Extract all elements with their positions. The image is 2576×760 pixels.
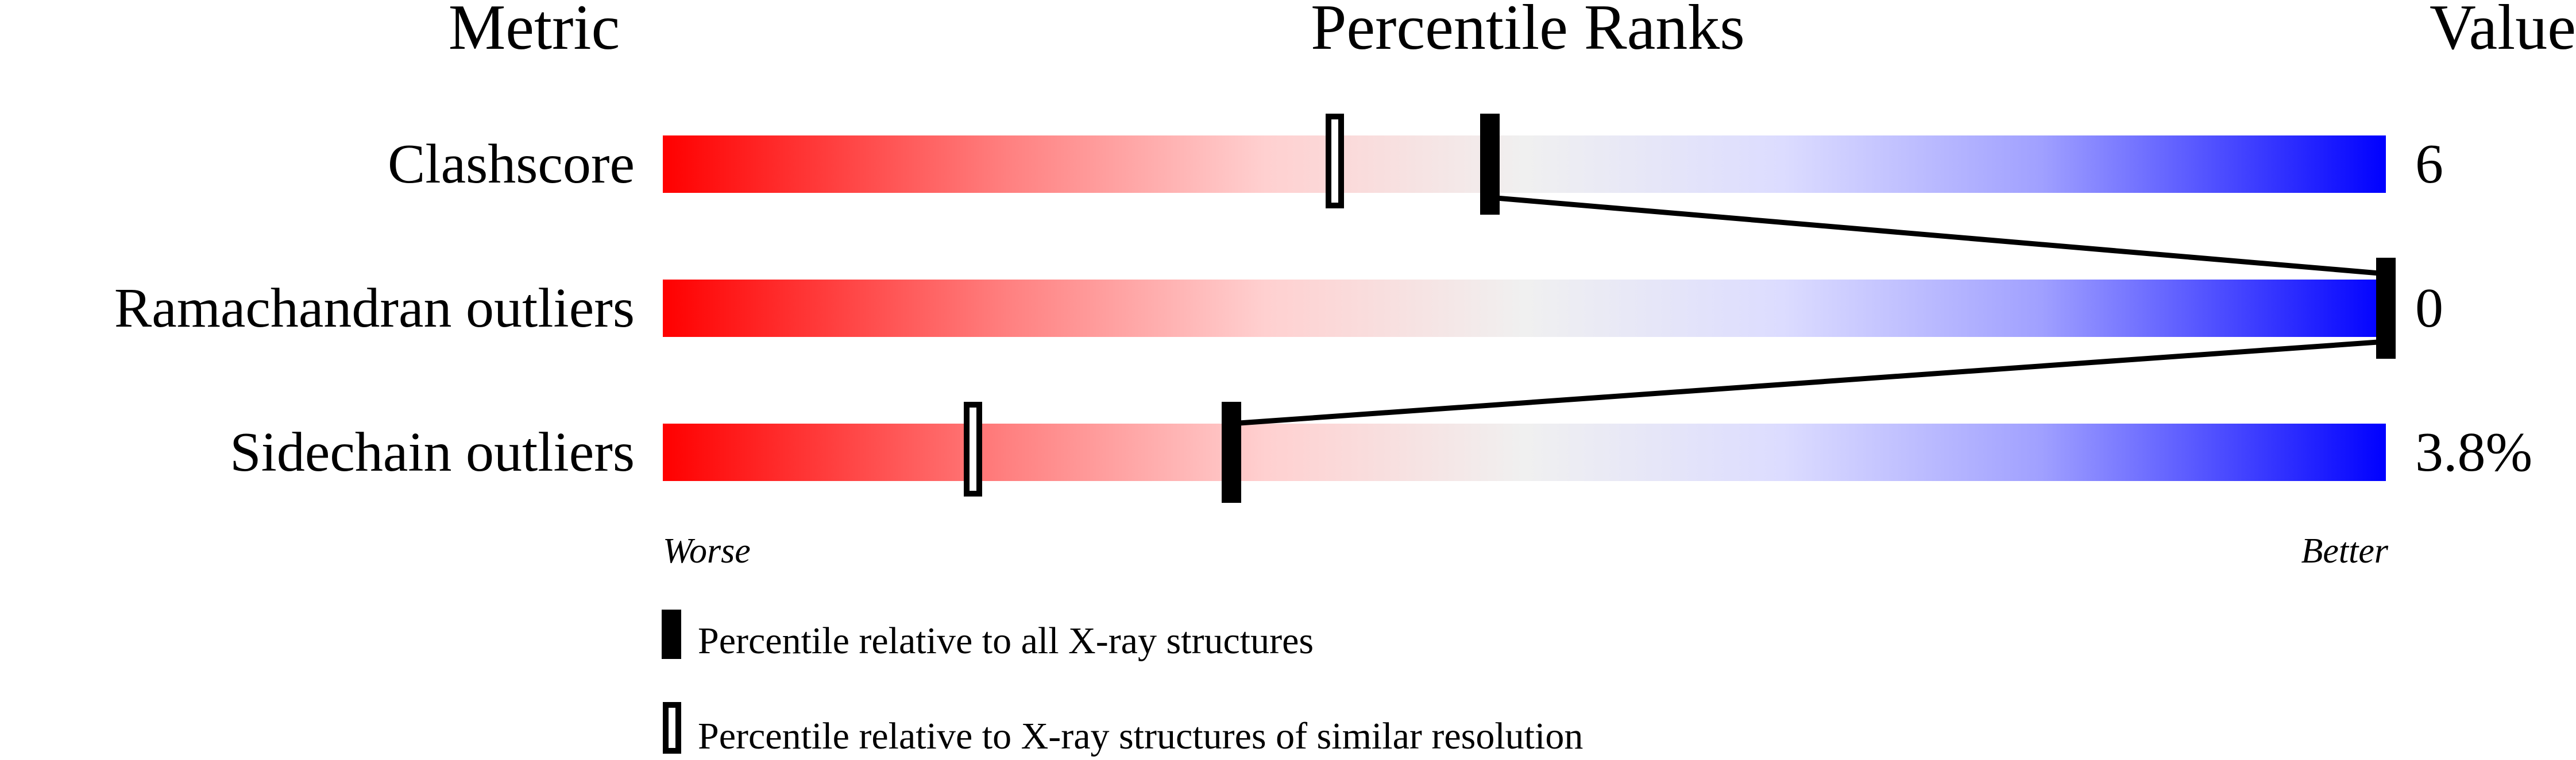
header-metric: Metric [449, 0, 620, 63]
legend-filled-label: Percentile relative to all X-ray structu… [698, 620, 1314, 662]
legend-hollow-marker [663, 702, 681, 754]
similar-resolution-marker [964, 402, 982, 497]
axis-worse-label: Worse [663, 532, 751, 571]
percentile-bar [663, 424, 2386, 481]
percentile-bar [663, 280, 2386, 337]
metric-value: 0 [2415, 277, 2443, 339]
metric-label: Clashscore [388, 133, 635, 195]
percentile-bar [663, 135, 2386, 193]
similar-resolution-marker [1326, 114, 1344, 208]
connector-line [1231, 339, 2386, 426]
legend-hollow-label: Percentile relative to X-ray structures … [698, 715, 1583, 757]
metric-value: 3.8% [2415, 421, 2532, 483]
header-percentile: Percentile Ranks [1311, 0, 1745, 63]
metric-label: Ramachandran outliers [114, 277, 635, 339]
legend-filled-marker [662, 610, 681, 659]
connector-line [1489, 195, 2386, 277]
axis-better-label: Better [2301, 532, 2389, 571]
metric-value: 6 [2415, 133, 2443, 195]
metric-label: Sidechain outliers [230, 421, 635, 483]
header-value: Value [2430, 0, 2576, 63]
all-structures-marker [1222, 402, 1241, 503]
